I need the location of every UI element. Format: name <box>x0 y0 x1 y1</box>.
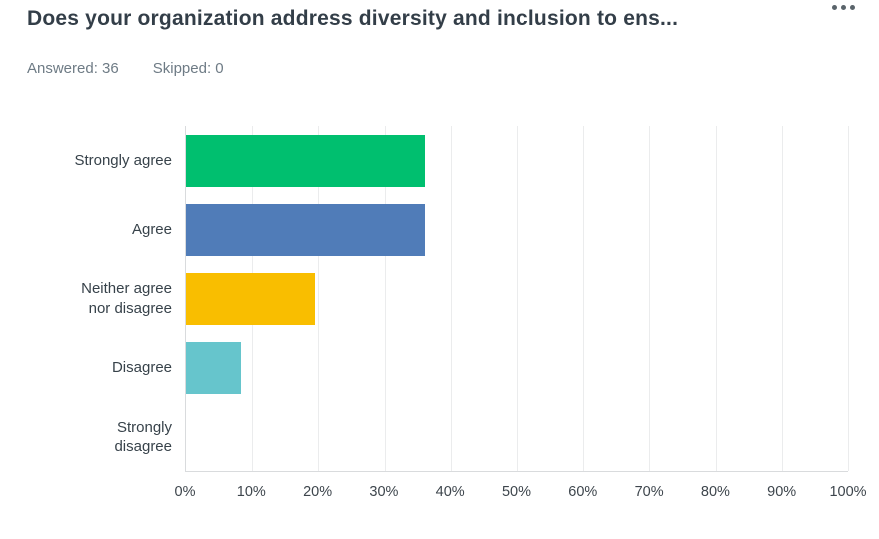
category-label: Neither agree nor disagree <box>81 280 172 317</box>
plot-area <box>185 126 849 472</box>
category-labels: Strongly agree Agree Neither agree nor dis… <box>0 126 172 472</box>
gridline <box>715 126 717 471</box>
category-label: Disagree <box>111 359 172 377</box>
x-axis-tick: 0% <box>174 484 196 500</box>
gridline <box>781 126 783 471</box>
x-axis-tick: 100% <box>829 484 867 500</box>
more-options-button[interactable] <box>828 0 859 14</box>
bar-chart: Strongly agree Agree Neither agree nor dis… <box>0 126 879 516</box>
bar-agree[interactable] <box>186 203 426 256</box>
x-axis-tick: 80% <box>700 484 730 500</box>
skipped-count: Skipped: 0 <box>152 60 224 77</box>
x-axis: 0% 10% 20% 30% 40% 50% 60% 70% 80% 90% 100% <box>175 484 867 506</box>
answered-count: Answered: 36 <box>27 60 119 77</box>
gridline <box>384 126 386 471</box>
category-label: Agree <box>131 220 172 238</box>
gridline <box>848 126 849 471</box>
x-axis-tick: 30% <box>369 484 399 500</box>
x-axis-tick: 50% <box>501 484 532 500</box>
question-title: Does your organization address diversity… <box>27 7 679 30</box>
gridline <box>318 126 320 471</box>
x-axis-tick: 40% <box>435 484 465 500</box>
bar-neither-agree-nor-disagree[interactable] <box>186 273 315 325</box>
x-axis-tick: 60% <box>568 484 598 500</box>
x-axis-tick: 10% <box>236 484 266 500</box>
ellipsis-menu-icon <box>850 4 855 10</box>
gridline <box>583 126 585 471</box>
ellipsis-menu-icon <box>832 4 837 10</box>
x-axis-tick: 70% <box>634 484 664 500</box>
category-label: Strongly agree <box>74 151 172 169</box>
gridline <box>517 126 518 471</box>
gridline <box>649 126 651 471</box>
response-meta: Answered: 36 Skipped: 0 <box>27 60 224 77</box>
x-axis-tick: 20% <box>303 484 333 500</box>
x-axis-tick: 90% <box>767 484 797 500</box>
category-label: Strongly disagree <box>114 418 172 456</box>
ellipsis-menu-icon <box>841 4 846 10</box>
bar-strongly-agree[interactable] <box>186 134 426 187</box>
bar-disagree[interactable] <box>186 342 242 395</box>
gridline <box>450 126 452 471</box>
